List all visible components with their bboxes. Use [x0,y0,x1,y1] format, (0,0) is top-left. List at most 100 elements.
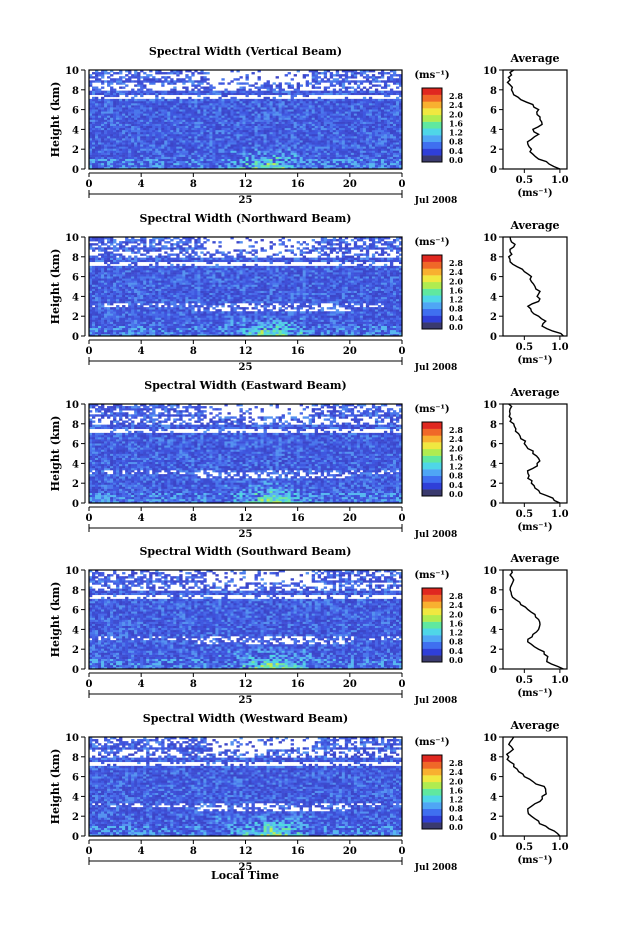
heatmap-cell [98,130,101,132]
heatmap-cell [125,91,128,93]
heatmap-cell [125,148,128,150]
heatmap-cell [110,328,113,330]
heatmap-cell [291,109,294,111]
heatmap-cell [303,115,306,117]
heatmap-cell [98,322,101,324]
heatmap-cell [242,159,245,161]
heatmap-cell [161,157,164,159]
heatmap-cell [282,130,285,132]
heatmap-cell [155,120,158,122]
heatmap-cell [209,161,212,163]
heatmap-cell [236,138,239,140]
heatmap-cell [167,105,170,107]
heatmap-cell [239,324,242,326]
heatmap-cell [288,109,291,111]
heatmap-cell [104,138,107,140]
heatmap-cell [188,111,191,113]
heatmap-cell [122,142,125,144]
heatmap-cell [221,78,224,80]
heatmap-cell [167,80,170,82]
heatmap-cell [110,107,113,109]
heatmap-cell [255,91,258,93]
heatmap-cell [182,124,185,126]
heatmap-cell [188,324,191,326]
heatmap-cell [149,91,152,93]
heatmap-cell [119,126,122,128]
heatmap-cell [164,332,167,334]
heatmap-cell [146,136,149,138]
heatmap-cell [309,99,312,101]
heatmap-cell [384,163,387,165]
heatmap-cell [333,128,336,130]
panel-2: Spectral Width (Northward Beam)0246810He… [49,212,569,373]
heatmap-cell [285,99,288,101]
heatmap-cell [149,78,152,80]
heatmap-cell [336,132,339,134]
heatmap-cell [369,324,372,326]
heatmap-cell [158,148,161,150]
heatmap-cell [390,126,393,128]
heatmap-cell [345,155,348,157]
heatmap-cell [294,324,297,326]
heatmap-cell [396,105,399,107]
heatmap-cell [270,93,273,95]
heatmap-cell [366,128,369,130]
heatmap-cell [167,91,170,93]
heatmap-cell [134,124,137,126]
heatmap-cell [197,122,200,124]
heatmap-cell [267,105,270,107]
heatmap-cell [357,332,360,334]
heatmap-cell [104,120,107,122]
heatmap-cell [348,111,351,113]
heatmap-cell [255,150,258,152]
heatmap-cell [179,120,182,122]
heatmap-cell [218,155,221,157]
heatmap-cell [149,150,152,152]
heatmap-cell [143,328,146,330]
heatmap-cell [387,328,390,330]
heatmap-cell [270,89,273,91]
heatmap-cell [342,153,345,155]
heatmap-cell [143,91,146,93]
heatmap-cell [306,142,309,144]
heatmap-cell [149,89,152,91]
heatmap-cell [164,80,167,82]
heatmap-cell [125,126,128,128]
heatmap-cell [158,72,161,74]
heatmap-cell [369,132,372,134]
heatmap-cell [258,148,261,150]
heatmap-cell [158,153,161,155]
heatmap-cell [110,93,113,95]
heatmap-cell [276,76,279,78]
heatmap-cell [92,89,95,91]
heatmap-cell [182,163,185,165]
heatmap-cell [291,134,294,136]
y-tick-label: 0 [72,165,79,176]
heatmap-cell [182,99,185,101]
heatmap-cell [306,103,309,105]
heatmap-cell [390,105,393,107]
heatmap-cell [227,146,230,148]
heatmap-cell [390,113,393,115]
heatmap-cell [233,142,236,144]
heatmap-cell [158,144,161,146]
heatmap-cell [212,163,215,165]
heatmap-cell [203,99,206,101]
heatmap-cell [140,109,143,111]
heatmap-cell [107,95,110,97]
heatmap-cell [300,128,303,130]
heatmap-cell [252,132,255,134]
heatmap-cell [164,117,167,119]
heatmap-cell [176,111,179,113]
heatmap-cell [116,148,119,150]
heatmap-cell [348,155,351,157]
heatmap-cell [92,157,95,159]
heatmap-cell [348,144,351,146]
heatmap-cell [390,91,393,93]
heatmap-cell [351,72,354,74]
heatmap-cell [321,105,324,107]
heatmap-cell [270,84,273,86]
heatmap-cell [294,130,297,132]
heatmap-cell [396,93,399,95]
heatmap-cell [149,326,152,328]
